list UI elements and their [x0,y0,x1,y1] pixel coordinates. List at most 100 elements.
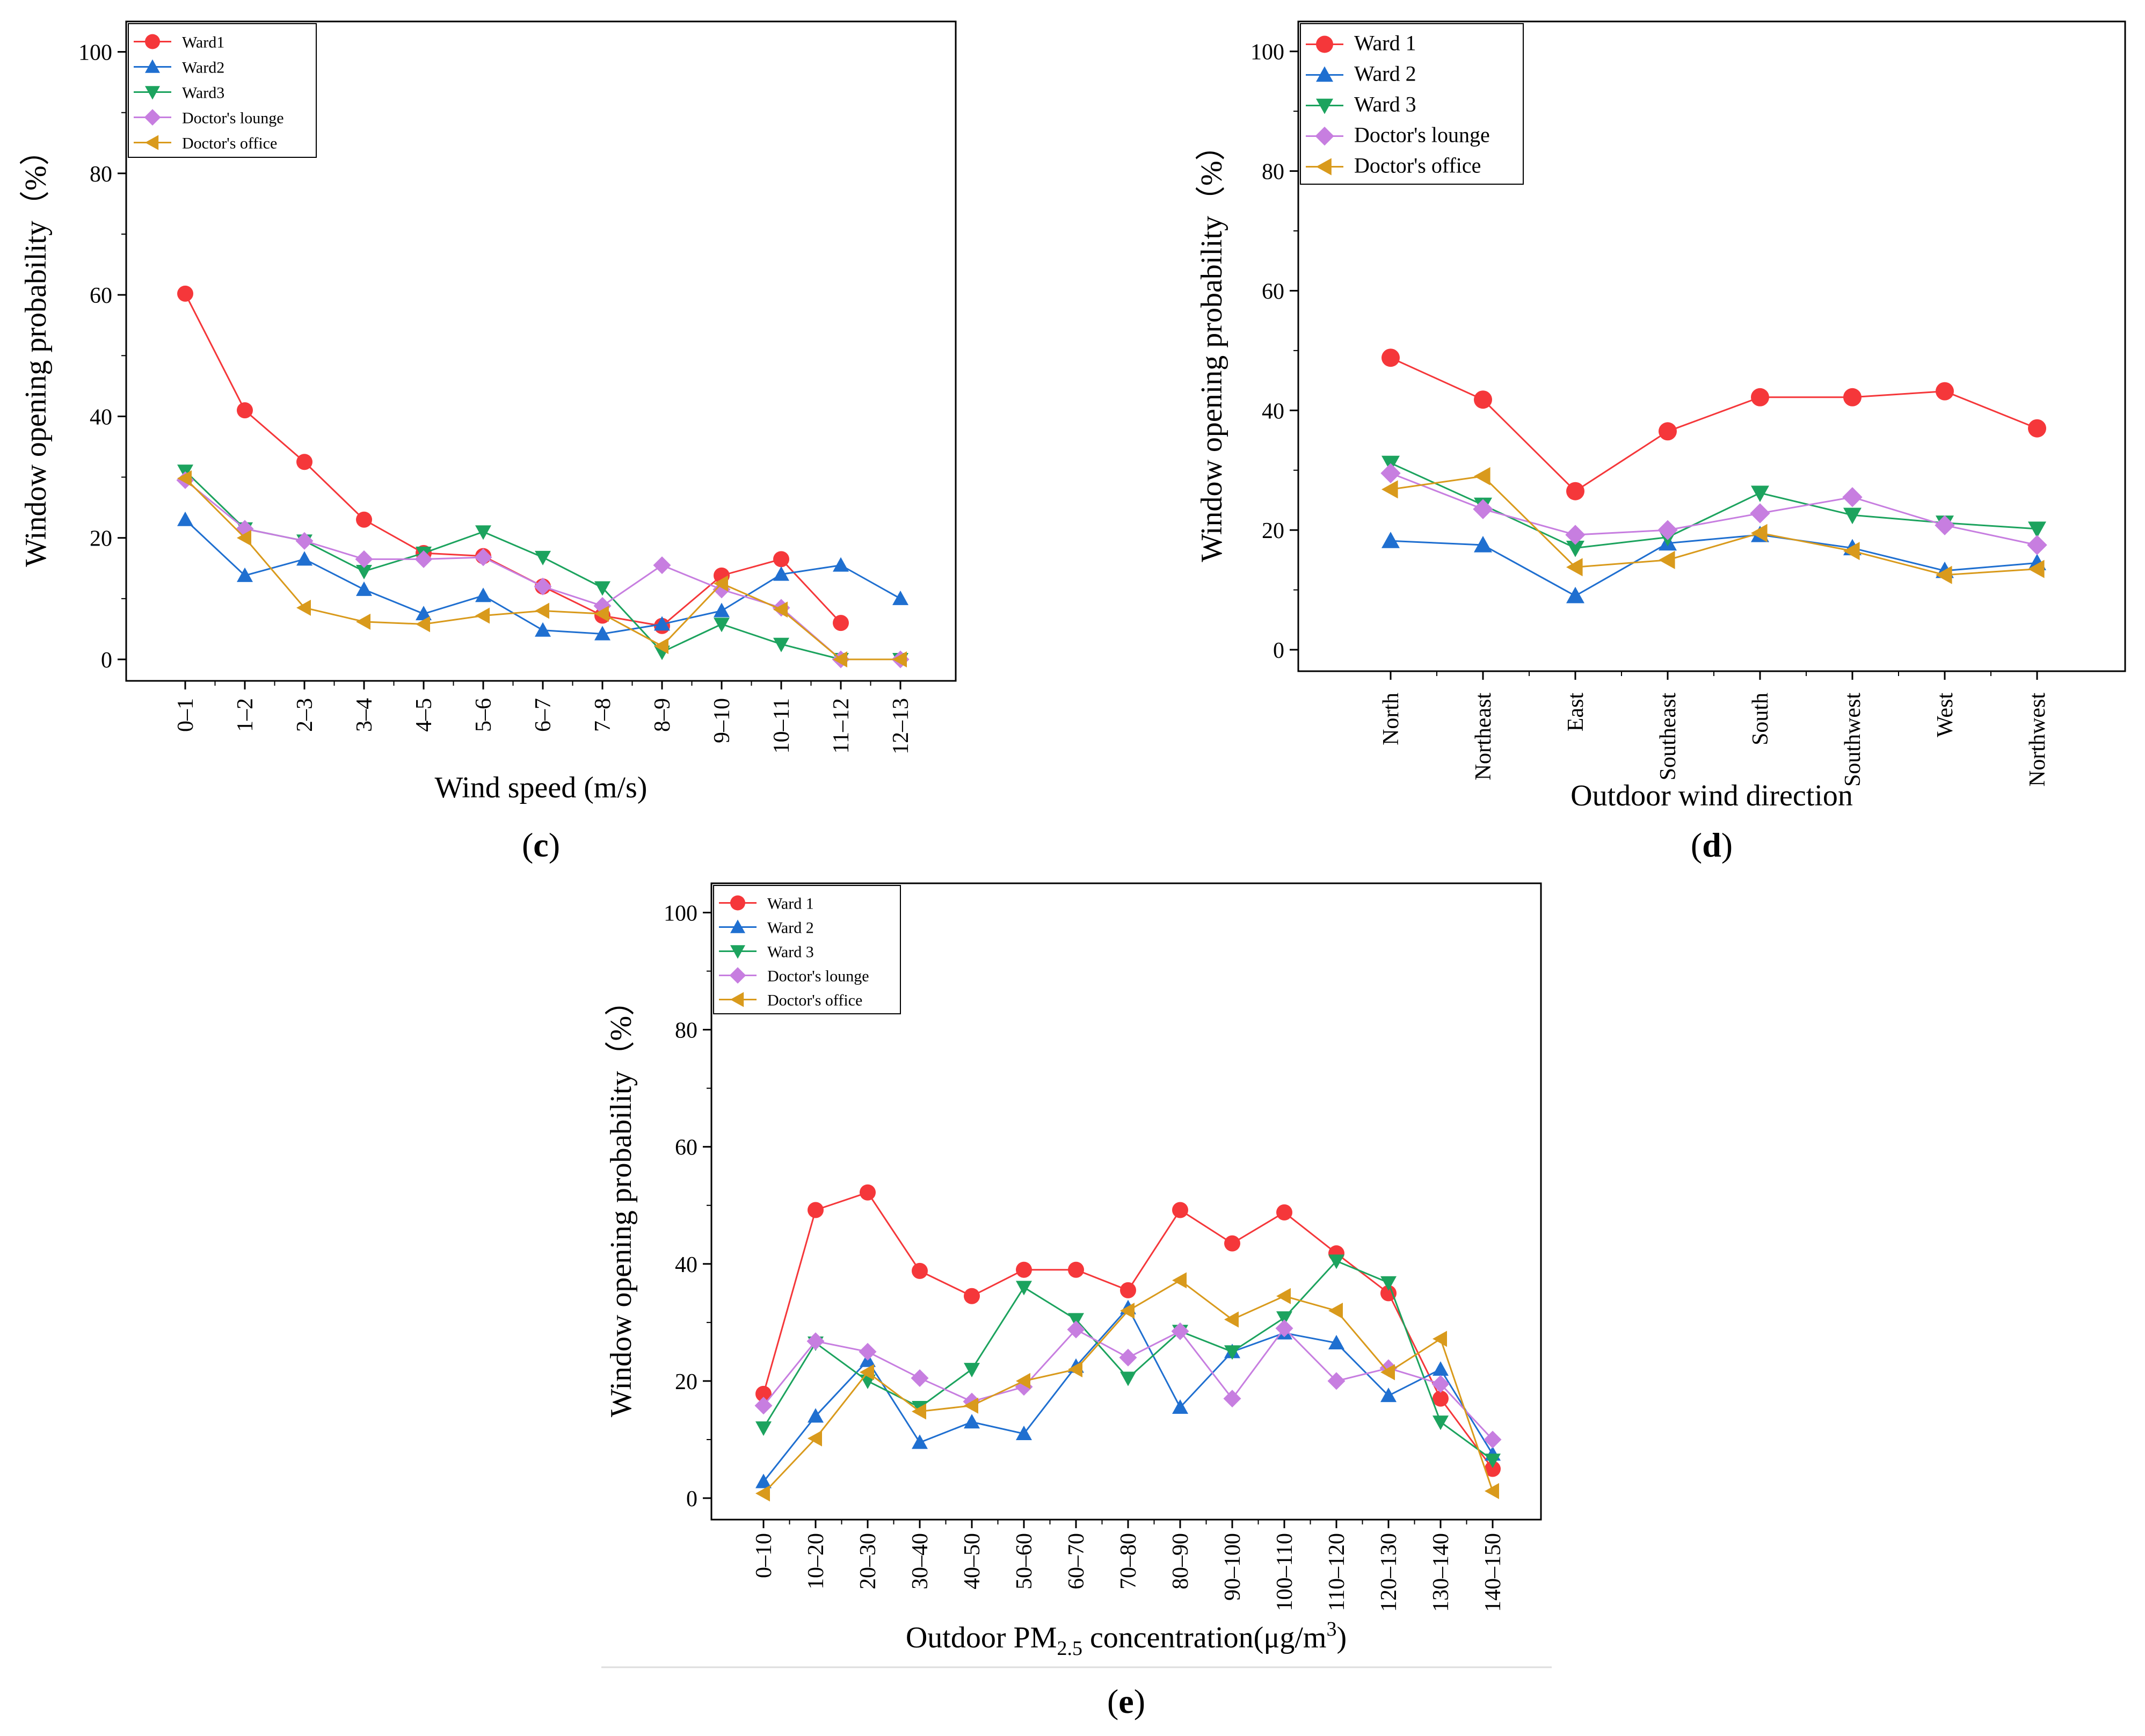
series-doctor-s-office [1381,467,2045,584]
legend-marker [730,919,745,933]
y-tick-label: 100 [664,902,697,926]
data-point [356,564,372,579]
data-point [1474,390,1492,409]
data-point [1485,1461,1501,1477]
series-line [1390,534,2038,597]
data-point [355,550,373,568]
data-point [1657,520,1678,540]
data-point [535,622,551,637]
data-point [1659,422,1677,441]
data-point [1067,1320,1085,1339]
x-tick-label: Northeast [1471,693,1496,781]
legend-label: Doctor's lounge [182,110,284,127]
data-point [714,618,730,633]
data-point [1380,1276,1397,1291]
y-tick-label: 20 [675,1370,697,1394]
chart-e: 0 20 40 60 80 100 0–10 10–20 20–30 30–40 40–50 50–6… [605,882,1542,1720]
data-point [475,525,491,540]
data-point [1936,565,1952,584]
legend-marker [729,967,746,984]
series-line [1390,462,2038,549]
data-point [356,511,372,528]
data-point [237,402,253,419]
data-point [892,590,908,605]
y-tick-label: 40 [675,1253,697,1277]
data-point [237,529,251,546]
legend-marker [730,992,744,1007]
data-point [1485,1483,1499,1499]
legend-label: Ward 1 [1354,31,1416,55]
series-doctor-s-lounge [1380,463,2047,555]
data-point [475,607,490,624]
panel-label-letter: d [1702,826,1721,864]
data-point [755,1473,772,1488]
data-point [1328,1335,1344,1350]
data-point [806,1332,825,1350]
data-point [755,1421,772,1436]
data-point [594,581,610,596]
series-line [1390,475,2038,576]
legend-label: Doctor's lounge [1354,123,1490,147]
legend-label: Ward 1 [767,895,814,913]
x-tick-label: 40–50 [960,1533,985,1589]
y-tick-label: 20 [1262,519,1284,543]
data-point [296,454,312,470]
plot-frame [1297,20,2126,672]
data-point [654,638,668,655]
x-tick-label: East [1564,693,1588,732]
x-axis-title-part: ) [1336,1621,1347,1654]
y-tick-label: 100 [78,41,112,66]
data-point [1172,1399,1188,1414]
y-tick-label: 0 [101,648,112,673]
legend-marker [1316,35,1333,53]
data-point [964,1363,980,1378]
data-point [1566,558,1583,577]
data-point [808,1408,824,1423]
x-tick-label: 80–90 [1168,1533,1193,1589]
y-axis-title: Window opening probability（%） [19,135,53,566]
x-tick-label: 7–8 [591,698,615,732]
y-tick-label: 20 [90,527,112,551]
data-point [177,285,193,302]
data-point [833,557,849,572]
data-point [594,606,609,622]
x-axis-title-part: concentration(μg/m [1082,1621,1327,1654]
data-point [892,651,907,667]
legend-label: Ward 3 [1354,92,1416,117]
data-point [594,626,610,641]
y-axis-title: Window opening probability（%） [1195,130,1228,562]
series-doctor-s-office [177,470,907,667]
data-point [964,1288,980,1304]
data-point [912,1262,928,1279]
data-point [1473,499,1493,519]
data-point [1431,1375,1450,1393]
x-tick-label: 10–20 [804,1533,828,1589]
data-point [1484,1430,1502,1449]
panel-label: (d) [1691,826,1733,864]
panel-label-letter: e [1118,1682,1133,1720]
data-point [535,602,549,619]
legend-label: Doctor's office [1354,154,1481,178]
data-point [1328,1303,1343,1319]
x-tick-label: 30–40 [908,1533,933,1589]
legend-label: Doctor's office [767,992,862,1009]
data-point [1276,1288,1291,1304]
x-tick-label: 3–4 [352,698,377,732]
data-point [773,566,789,581]
y-axis-title: Window opening probability（%） [605,986,638,1417]
data-point [808,1202,824,1218]
data-point [416,616,430,633]
data-point [1843,388,1862,406]
series-ward2 [177,511,908,641]
y-tick-label: 80 [675,1019,697,1043]
x-tick-label: 8–9 [650,698,675,732]
data-point [1474,536,1492,553]
legend-marker [145,34,160,49]
data-point [1276,1204,1292,1221]
data-point [534,577,552,595]
data-point [1224,1345,1240,1360]
chart-c: 0 20 40 60 80 100 0–1 1–2 2–3 3–4 4–5 5–6 6–7 7–8 8–9 9… [19,20,957,864]
x-tick-label: 5–6 [471,698,496,732]
x-tick-label: 100–110 [1273,1533,1297,1611]
